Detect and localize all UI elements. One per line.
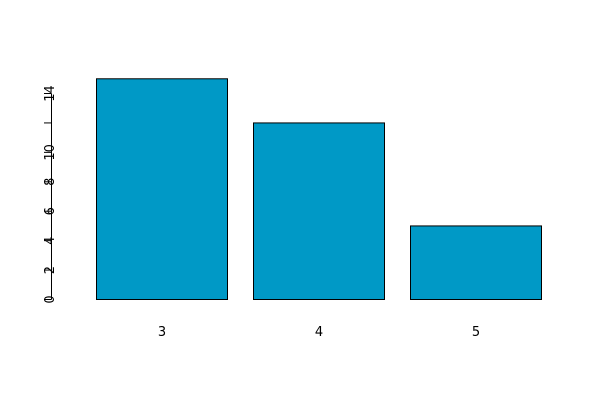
y-axis: 0 2 4 6 8 10 14 [43, 85, 58, 303]
y-tick-label: 0 [43, 295, 58, 303]
y-tick-label: 4 [43, 237, 58, 245]
y-tick-label: 8 [43, 178, 58, 186]
y-tick-label: 2 [43, 266, 58, 274]
bars [96, 78, 542, 300]
x-tick-label: 5 [472, 325, 480, 340]
x-tick-label: 4 [315, 325, 323, 340]
y-tick-label: 6 [43, 207, 58, 215]
bar-4 [253, 122, 385, 300]
x-tick-label: 3 [158, 325, 166, 340]
y-tick-label: 14 [43, 85, 58, 102]
y-tick-label: 10 [43, 144, 58, 161]
x-axis-labels: 3 4 5 [158, 325, 480, 340]
bar-3 [96, 78, 228, 300]
bar-5 [410, 225, 542, 300]
